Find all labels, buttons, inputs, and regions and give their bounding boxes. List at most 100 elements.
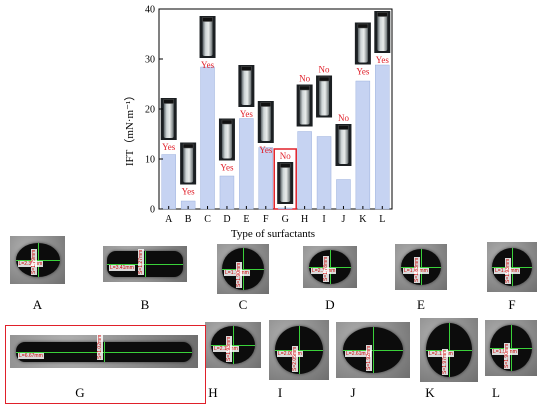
- drop-letter-a: A: [32, 297, 43, 312]
- vial-body: [163, 102, 174, 138]
- x-tick-label: A: [165, 214, 173, 225]
- vial-photo: [277, 162, 294, 204]
- vial-cap: [221, 119, 233, 125]
- drop-letter-c: C: [238, 297, 248, 312]
- vial-cap: [377, 12, 388, 17]
- x-tick-label: L: [379, 214, 385, 225]
- drop-letter-h: H: [208, 385, 218, 400]
- x-axis-label: Type of surfactants: [231, 228, 315, 240]
- vial-photo: [257, 101, 274, 143]
- width-axis-line: [104, 341, 105, 362]
- drop-image-k: L=2.13mm S=1.97mm: [420, 318, 478, 382]
- bar: [200, 66, 215, 210]
- width-measurement: S=2.05mm: [292, 345, 298, 372]
- width-axis-line: [449, 323, 450, 377]
- result-label: Yes: [259, 145, 273, 155]
- y-tick-label: 10: [145, 155, 155, 166]
- y-tick-label: 30: [145, 55, 155, 66]
- x-tick-label: D: [223, 214, 230, 225]
- result-label: No: [338, 113, 349, 123]
- drop-image-l: L=1.95mmS=1.90mm: [485, 320, 537, 376]
- drop-letter-i: I: [277, 385, 283, 400]
- result-label: Yes: [182, 187, 196, 197]
- vial-cap: [202, 17, 213, 22]
- bar: [336, 179, 351, 210]
- x-tick-label: C: [204, 214, 211, 225]
- x-tick-label: K: [359, 214, 367, 225]
- x-tick-label: H: [301, 214, 308, 225]
- vial-photo: [238, 65, 255, 107]
- drop-letter-l: L: [492, 385, 500, 400]
- width-axis-line: [243, 248, 244, 290]
- y-tick-label: 20: [145, 105, 155, 116]
- length-measurement: L=6.67mm: [18, 352, 44, 359]
- result-label: Yes: [162, 142, 176, 152]
- vial-body: [260, 105, 271, 141]
- width-axis-line: [37, 243, 39, 277]
- vial-cap: [260, 102, 272, 107]
- width-measurement: S=1.79mm: [30, 248, 37, 275]
- vial-body: [338, 128, 349, 164]
- width-axis-line: [421, 249, 422, 285]
- result-label: Yes: [376, 55, 390, 65]
- vial-photos: [160, 11, 391, 204]
- vial-photo: [199, 16, 216, 58]
- vial-photo: [316, 75, 333, 118]
- bar: [355, 80, 371, 210]
- length-measurement: L=2.30mm: [17, 261, 44, 267]
- length-measurement: L=2.13mm: [428, 351, 454, 357]
- vial-body: [357, 26, 368, 63]
- x-tick-label: E: [243, 214, 249, 225]
- result-labels: Yes Yes Yes Yes Yes Yes No No No No Yes Yes: [162, 55, 389, 197]
- drop-image-c: L=1.70mmS=1.90mm: [217, 244, 269, 294]
- y-tick-label: 0: [150, 205, 155, 216]
- result-label: No: [299, 74, 310, 84]
- vial-cap: [299, 85, 310, 91]
- vial-cap: [318, 76, 330, 82]
- bar: [297, 131, 312, 210]
- drop-image-b: L=3.41mm S=1.27mm: [103, 246, 187, 282]
- vial-cap: [357, 23, 369, 29]
- drop-letter-k: K: [425, 385, 435, 400]
- result-label: No: [319, 65, 330, 75]
- width-axis-line: [299, 326, 300, 374]
- vial-body: [241, 69, 252, 105]
- vial-body: [299, 88, 310, 125]
- vial-cap: [338, 125, 349, 130]
- width-axis-line: [330, 250, 331, 284]
- vial-cap: [279, 163, 291, 168]
- drop-image-j: L=2.61mm S=1.92mm: [336, 322, 410, 378]
- vial-body: [221, 122, 232, 159]
- width-axis-line: [233, 326, 234, 364]
- y-axis-label: IFT（mN·m⁻¹）: [123, 90, 136, 166]
- drop-image-g: L=6.67mm S=1.02mm: [10, 333, 198, 368]
- vial-photo: [335, 124, 352, 166]
- width-measurement: S=1.27mm: [138, 248, 144, 275]
- width-measurement: S=1.93mm: [505, 257, 511, 284]
- drop-image-a: L=2.30mmS=1.79mm: [10, 236, 65, 284]
- y-axis-ticks: 0 10 20 30 40: [145, 5, 163, 216]
- result-label: Yes: [240, 109, 254, 119]
- vial-body: [319, 79, 330, 116]
- width-axis-line: [373, 327, 374, 373]
- vial-photo: [354, 22, 371, 65]
- length-measurement: L=2.61mm: [345, 351, 371, 357]
- vial-photo: [218, 118, 235, 161]
- x-tick-label: F: [263, 214, 269, 225]
- width-measurement: S=1.90mm: [236, 261, 242, 288]
- x-tick-label: B: [185, 214, 192, 225]
- length-measurement: L=2.18mm: [213, 346, 239, 352]
- length-measurement: L=3.41mm: [109, 265, 135, 271]
- bar: [219, 175, 235, 210]
- ift-bar-chart: Yes Yes Yes Yes Yes Yes No No No No Yes Yes 0 10 20 30…: [123, 5, 393, 240]
- vial-photo: [374, 11, 391, 53]
- bar: [375, 64, 390, 210]
- drop-letter-j: J: [350, 385, 356, 400]
- drop-image-d: L=2.11mmS=1.78mm: [303, 246, 357, 288]
- result-label: Yes: [220, 163, 234, 173]
- vial-cap: [241, 66, 252, 71]
- width-axis-line: [512, 248, 513, 286]
- vial-body: [280, 166, 291, 202]
- width-axis-line: [145, 251, 146, 277]
- result-label: Yes: [201, 60, 215, 70]
